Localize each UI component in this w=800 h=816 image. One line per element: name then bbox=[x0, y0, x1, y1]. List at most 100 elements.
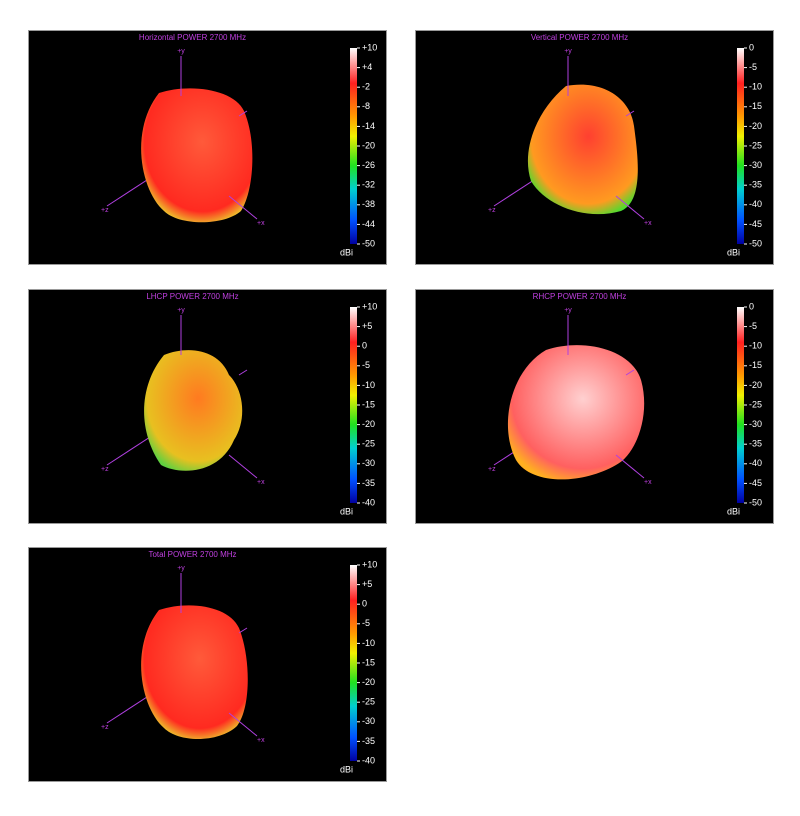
axis-line bbox=[228, 195, 258, 220]
axis-label: +z bbox=[488, 207, 496, 214]
axis-line bbox=[238, 627, 248, 634]
colorbar-tick-label: -26 bbox=[362, 160, 375, 170]
pattern-panel: Vertical POWER 2700 MHz +y +z +x 0 -5 -10 -15 -2… bbox=[415, 30, 774, 265]
colorbar-tick-label: -15 bbox=[749, 101, 762, 111]
axis-label: +z bbox=[101, 466, 109, 473]
panel-title: RHCP POWER 2700 MHz bbox=[533, 292, 627, 301]
colorbar-tick-label: -5 bbox=[362, 618, 370, 628]
colorbar-tick-label: -30 bbox=[749, 160, 762, 170]
colorbar bbox=[737, 48, 744, 244]
panel-title: Total POWER 2700 MHz bbox=[148, 550, 236, 559]
colorbar-tick-label: -44 bbox=[362, 219, 375, 229]
pattern-panel: Total POWER 2700 MHz +y +z +x +10 +5 0 -5 -10 -15… bbox=[28, 547, 387, 782]
pattern-surface bbox=[141, 605, 248, 740]
colorbar-tick-label: -38 bbox=[362, 199, 375, 209]
colorbar-tick-label: -10 bbox=[749, 82, 762, 92]
colorbar-tick-label: -30 bbox=[749, 419, 762, 429]
colorbar-tick-label: 0 bbox=[749, 42, 754, 52]
colorbar-tick-label: -15 bbox=[362, 657, 375, 667]
colorbar-tick-label: -45 bbox=[749, 478, 762, 488]
colorbar-tick-label: -25 bbox=[749, 399, 762, 409]
axis-line bbox=[625, 110, 635, 117]
colorbar-tick-label: -35 bbox=[749, 180, 762, 190]
colorbar-tick-label: +10 bbox=[362, 301, 377, 311]
axis-line bbox=[238, 110, 248, 117]
colorbar-tick-label: -5 bbox=[749, 321, 757, 331]
pattern-panel: Horizontal POWER 2700 MHz +y +z +x +10 +4 -2 -8… bbox=[28, 30, 387, 265]
colorbar-tick-label: -20 bbox=[749, 121, 762, 131]
pattern-panel: LHCP POWER 2700 MHz +y +z +x +10 +5 0 -5 -10 -15 -… bbox=[28, 289, 387, 524]
colorbar-tick-label: -35 bbox=[362, 736, 375, 746]
colorbar-tick-label: -8 bbox=[362, 101, 370, 111]
colorbar-tick-label: -5 bbox=[362, 360, 370, 370]
pattern-surface bbox=[527, 84, 638, 215]
axis-label: +y bbox=[177, 565, 185, 572]
panel-title: Vertical POWER 2700 MHz bbox=[531, 33, 628, 42]
colorbar-tick-label: -20 bbox=[362, 419, 375, 429]
axis-label: +x bbox=[257, 737, 265, 744]
panel-title: Horizontal POWER 2700 MHz bbox=[139, 33, 246, 42]
pattern-surface bbox=[507, 345, 645, 480]
axis-label: +z bbox=[101, 724, 109, 731]
pattern-panel: RHCP POWER 2700 MHz +y +z +x 0 -5 -10 -15 -20 -25… bbox=[415, 289, 774, 524]
axis-line bbox=[615, 454, 645, 479]
colorbar-tick-label: -35 bbox=[749, 439, 762, 449]
colorbar-tick-label: -35 bbox=[362, 478, 375, 488]
colorbar-tick-label: -50 bbox=[749, 238, 762, 248]
colorbar-tick-label: -30 bbox=[362, 458, 375, 468]
colorbar-tick-label: -10 bbox=[749, 341, 762, 351]
axis-label: +z bbox=[101, 207, 109, 214]
colorbar-tick-label: 0 bbox=[749, 301, 754, 311]
colorbar-tick-label: -20 bbox=[749, 380, 762, 390]
colorbar-tick-label: +5 bbox=[362, 579, 372, 589]
colorbar-unit: dBi bbox=[727, 247, 740, 257]
colorbar-tick-label: -32 bbox=[362, 180, 375, 190]
axis-label: +z bbox=[488, 466, 496, 473]
axis-label: +y bbox=[564, 307, 572, 314]
colorbar-tick-label: -10 bbox=[362, 380, 375, 390]
colorbar-tick-label: +10 bbox=[362, 42, 377, 52]
colorbar bbox=[350, 565, 357, 761]
axis-label: +x bbox=[644, 220, 652, 227]
colorbar-tick-label: -20 bbox=[362, 677, 375, 687]
colorbar-unit: dBi bbox=[340, 247, 353, 257]
colorbar-unit: dBi bbox=[727, 506, 740, 516]
colorbar-tick-label: -40 bbox=[362, 497, 375, 507]
axis-label: +y bbox=[177, 48, 185, 55]
colorbar-tick-label: 0 bbox=[362, 599, 367, 609]
axis-line bbox=[625, 369, 635, 376]
axis-line bbox=[615, 195, 645, 220]
colorbar-tick-label: -50 bbox=[362, 238, 375, 248]
colorbar bbox=[350, 48, 357, 244]
colorbar-tick-label: -15 bbox=[749, 360, 762, 370]
colorbar-tick-label: -20 bbox=[362, 140, 375, 150]
colorbar bbox=[737, 307, 744, 503]
colorbar-tick-label: -25 bbox=[749, 140, 762, 150]
axis-line bbox=[228, 712, 258, 737]
axis-label: +x bbox=[644, 479, 652, 486]
colorbar-tick-label: +10 bbox=[362, 559, 377, 569]
colorbar-tick-label: -10 bbox=[362, 638, 375, 648]
colorbar-tick-label: -50 bbox=[749, 497, 762, 507]
colorbar-tick-label: -40 bbox=[749, 458, 762, 468]
pattern-surface bbox=[144, 350, 243, 471]
colorbar-tick-label: -45 bbox=[749, 219, 762, 229]
axis-line bbox=[228, 454, 258, 479]
colorbar-tick-label: -5 bbox=[749, 62, 757, 72]
colorbar-tick-label: -2 bbox=[362, 82, 370, 92]
colorbar-tick-label: -15 bbox=[362, 399, 375, 409]
axis-label: +y bbox=[177, 307, 185, 314]
colorbar-tick-label: -25 bbox=[362, 697, 375, 707]
colorbar-tick-label: -40 bbox=[749, 199, 762, 209]
pattern-surface bbox=[141, 88, 253, 223]
colorbar-tick-label: -25 bbox=[362, 439, 375, 449]
axis-label: +y bbox=[564, 48, 572, 55]
axis-label: +x bbox=[257, 479, 265, 486]
colorbar-unit: dBi bbox=[340, 506, 353, 516]
colorbar-tick-label: 0 bbox=[362, 341, 367, 351]
panel-title: LHCP POWER 2700 MHz bbox=[146, 292, 238, 301]
colorbar-unit: dBi bbox=[340, 764, 353, 774]
colorbar-tick-label: -30 bbox=[362, 716, 375, 726]
axis-label: +x bbox=[257, 220, 265, 227]
